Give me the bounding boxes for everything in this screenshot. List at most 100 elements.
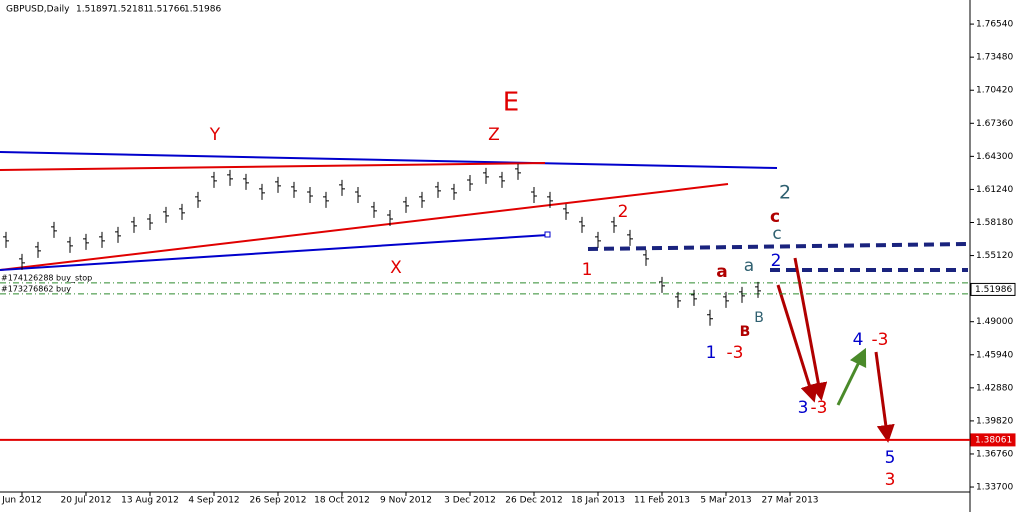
price-bar (659, 276, 665, 293)
y-tick-label: 1.39820 (976, 416, 1013, 426)
x-tick-label: 20 Jul 2012 (61, 496, 112, 506)
price-box (970, 282, 1016, 296)
x-tick-label: 27 Mar 2013 (761, 496, 818, 506)
price-label: 1.38061 (975, 435, 1012, 445)
price-bar (707, 309, 713, 326)
y-tick-label: 1.64300 (976, 152, 1013, 162)
wave-label: 1 (706, 343, 717, 363)
y-tick-label: 1.33700 (976, 483, 1013, 493)
price-bar (211, 171, 217, 188)
wave-label: B (754, 310, 764, 326)
y-tick-label: 1.58180 (976, 218, 1013, 228)
price-bar (67, 236, 73, 253)
x-tick-label: 3 Dec 2012 (444, 496, 496, 506)
price-box (970, 433, 1016, 447)
x-tick-label: Jun 2012 (1, 496, 42, 506)
x-tick-label: 18 Oct 2012 (314, 496, 370, 506)
wave-label: X (390, 258, 402, 278)
x-tick-label: 5 Mar 2013 (700, 496, 751, 506)
price-bar (403, 196, 409, 213)
price-bar (419, 191, 425, 208)
wave-label: a (744, 256, 754, 276)
y-tick-label: 1.36760 (976, 449, 1013, 459)
x-tick-label: 11 Feb 2013 (634, 496, 690, 506)
price-bar (179, 203, 185, 220)
price-bar (435, 181, 441, 198)
wave-labels: E Y Z X 1 2 a a B B 1 -3 2 c c 2 3 -3 4 … (209, 88, 896, 491)
wave-label: c (772, 224, 781, 244)
arrow (874, 351, 895, 443)
wave-label: 3 (885, 470, 896, 490)
price-bar (291, 181, 297, 198)
wave-label: 2 (771, 251, 782, 271)
trend-line (0, 151, 778, 169)
y-tick-label: 1.73480 (976, 53, 1013, 63)
y-tick-label: 1.42880 (976, 383, 1013, 393)
price-bar (451, 183, 457, 200)
price-bar (51, 221, 57, 238)
close-price: 1.51986 (184, 5, 221, 15)
price-bar (387, 209, 393, 226)
wave-label: B (740, 324, 751, 340)
x-tick-label: 13 Aug 2012 (121, 496, 179, 506)
wave-label: Y (209, 125, 221, 145)
wave-label: 2 (618, 202, 629, 222)
price-bar (19, 253, 25, 270)
wave-label: c (770, 207, 780, 227)
price-bar (3, 231, 9, 248)
price-bar (243, 173, 249, 190)
price-bar (483, 167, 489, 184)
x-tick-label: 26 Dec 2012 (505, 496, 563, 506)
price-bar (595, 231, 601, 248)
price-bar (531, 186, 537, 203)
y-tick-label: 1.76540 (976, 20, 1013, 30)
price-bar (259, 183, 265, 200)
price-bar (627, 229, 633, 246)
price-bar (355, 186, 361, 203)
price-bar (35, 241, 41, 258)
x-tick-label: 4 Sep 2012 (188, 496, 239, 506)
wave-label: -3 (727, 343, 744, 363)
wave-label: E (503, 88, 519, 118)
price-bar (515, 163, 521, 180)
wave-label: 4 (853, 330, 864, 350)
price-label: 1.51986 (975, 285, 1012, 295)
trend-line (0, 234, 549, 271)
price-bar (115, 226, 121, 243)
chart-title: GBPUSD,Daily (6, 5, 70, 15)
x-tick-label: 18 Jan 2013 (571, 496, 625, 506)
wave-label: 5 (885, 448, 896, 468)
header: GBPUSD,Daily 1.51897 1.52181 1.51766 1.5… (6, 5, 221, 15)
x-tick-label: 9 Nov 2012 (380, 496, 432, 506)
y-tick-label: 1.67360 (976, 119, 1013, 129)
price-bar (163, 206, 169, 223)
price-bar (611, 216, 617, 233)
y-tick-label: 1.70420 (976, 86, 1013, 96)
price-bar (227, 169, 233, 186)
y-tick-label: 1.49000 (976, 317, 1013, 327)
price-bar (675, 291, 681, 308)
low-price: 1.51766 (148, 5, 185, 15)
line-handle (544, 231, 551, 238)
price-bar (99, 231, 105, 248)
trend-line (0, 162, 546, 171)
arrow (793, 257, 828, 401)
price-bar (579, 216, 585, 233)
price-bar (499, 171, 505, 188)
price-bar (643, 249, 649, 266)
wave-label: -3 (811, 398, 828, 418)
price-bar (691, 289, 697, 306)
price-bar (371, 201, 377, 218)
price-bar (83, 233, 89, 250)
price-bar (339, 179, 345, 196)
wave-label: a (716, 262, 727, 282)
x-tick-label: 26 Sep 2012 (249, 496, 306, 506)
trend-lines (0, 151, 969, 272)
trend-line (0, 183, 729, 271)
open-price: 1.51897 (76, 5, 113, 15)
price-bar (547, 191, 553, 208)
price-bar (307, 186, 313, 203)
price-bar (723, 291, 729, 308)
wave-label: -3 (872, 330, 889, 350)
